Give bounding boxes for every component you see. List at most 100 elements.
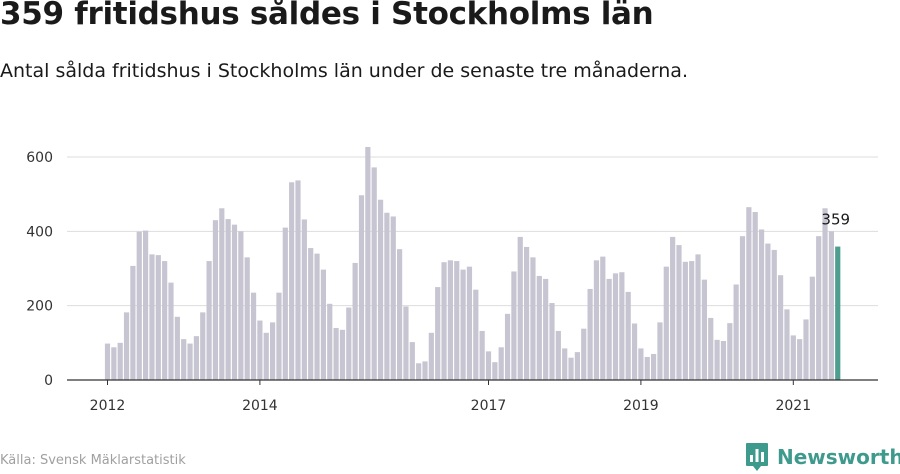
bar: [530, 257, 536, 380]
bar: [663, 266, 669, 380]
bar: [371, 167, 377, 380]
bar: [714, 339, 720, 380]
bar: [644, 356, 650, 380]
bar: [339, 329, 346, 380]
bar: [778, 275, 784, 380]
bar: [555, 330, 561, 380]
bar: [492, 362, 498, 380]
y-tick-label: 600: [26, 150, 53, 166]
bar: [701, 279, 707, 380]
bar: [422, 361, 428, 380]
bar: [149, 254, 155, 380]
x-tick-label: 2014: [242, 398, 278, 414]
bar: [517, 236, 523, 380]
bar-chart: 0 200 400 600 2012 2014 2017 2019 2021 359: [26, 146, 878, 414]
bar: [612, 273, 619, 380]
bar: [746, 207, 752, 380]
bar: [358, 195, 365, 380]
bar: [638, 348, 644, 380]
bar: [130, 265, 136, 380]
bar: [657, 322, 663, 380]
chart-title: 359 fritidshus såldes i Stockholms län: [0, 0, 654, 32]
bar: [524, 246, 530, 380]
bar: [593, 260, 600, 380]
bar: [479, 330, 485, 380]
bar: [600, 256, 606, 380]
bar: [651, 353, 657, 380]
bar: [250, 292, 257, 380]
bar: [187, 343, 193, 380]
bar: [606, 278, 612, 380]
x-tick-label: 2021: [775, 398, 811, 414]
bar: [466, 266, 473, 380]
bar: [822, 208, 828, 380]
bar: [625, 291, 631, 380]
y-tick-label: 200: [26, 299, 53, 315]
bar: [289, 182, 295, 380]
bar: [409, 342, 415, 380]
y-tick-label: 0: [44, 373, 53, 389]
bar: [257, 320, 263, 380]
bar: [295, 180, 301, 380]
bar: [143, 230, 149, 380]
bar: [181, 339, 187, 380]
bar: [473, 289, 479, 380]
bar: [377, 199, 384, 380]
bar: [682, 261, 688, 380]
newsworthy-logo-icon: [746, 443, 768, 471]
bar: [352, 262, 358, 380]
bar: [403, 306, 409, 380]
bar: [327, 303, 333, 380]
bar: [733, 284, 739, 380]
bar: [397, 249, 403, 380]
bar: [282, 227, 288, 380]
bar: [174, 316, 180, 380]
newsworthy-brand[interactable]: Newsworthy: [745, 441, 900, 473]
bar: [543, 278, 549, 380]
bar: [314, 253, 320, 380]
x-tick-label: 2019: [623, 398, 659, 414]
bar: [435, 287, 441, 380]
bar: [803, 319, 809, 380]
bar: [752, 212, 758, 380]
source-note: Källa: Svensk Mäklarstatistik: [0, 453, 186, 468]
bar: [581, 328, 587, 380]
bar: [765, 243, 771, 380]
bar: [670, 236, 676, 380]
bar: [689, 261, 695, 380]
bar: [695, 254, 701, 380]
bar: [111, 347, 117, 380]
bar: [504, 313, 511, 380]
bar: [276, 292, 282, 380]
bar: [200, 312, 206, 380]
bar: [238, 231, 244, 380]
bar: [193, 336, 199, 380]
bar: [549, 303, 555, 380]
bar: [809, 276, 815, 380]
bar: [720, 340, 727, 380]
bar: [790, 335, 796, 380]
bar: [574, 352, 580, 380]
bar: [365, 146, 371, 380]
bar: [758, 229, 765, 380]
data-label: 359: [821, 210, 850, 228]
bar: [428, 332, 434, 380]
bar: [206, 261, 212, 380]
bar: [739, 236, 746, 380]
bar: [320, 269, 326, 380]
bar: [562, 348, 568, 380]
bar: [416, 363, 422, 380]
bar: [485, 351, 492, 380]
bar: [441, 262, 447, 380]
bar: [231, 224, 238, 380]
bar: [270, 322, 276, 380]
bar: [676, 245, 682, 380]
bar: [771, 249, 777, 380]
bar: [244, 257, 250, 380]
bar: [619, 272, 625, 380]
bar: [454, 261, 460, 380]
bar: [727, 323, 733, 380]
bar: [797, 339, 803, 380]
bar: [536, 275, 542, 380]
bar: [263, 332, 269, 380]
